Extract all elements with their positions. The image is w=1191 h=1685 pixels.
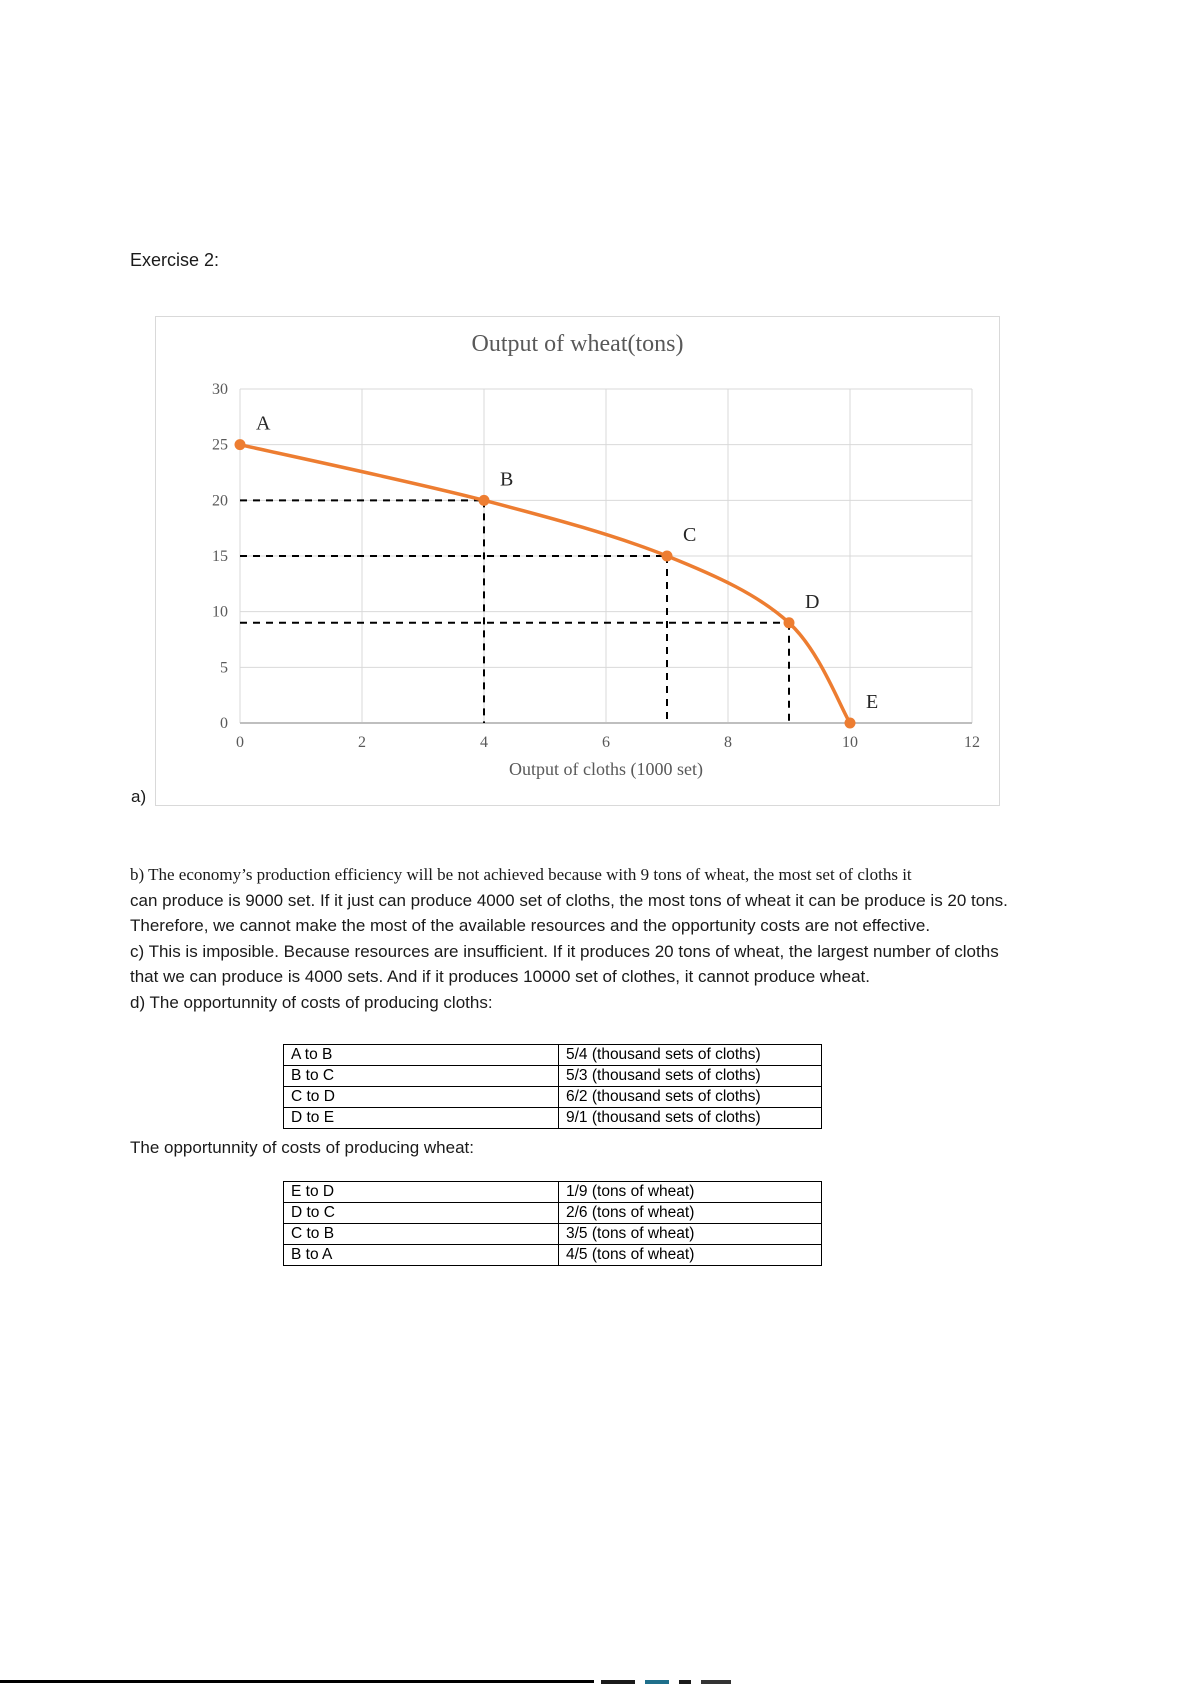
table-row: B to C 5/3 (thousand sets of cloths)	[283, 1065, 822, 1087]
svg-text:0: 0	[220, 715, 228, 732]
svg-text:E: E	[866, 691, 878, 713]
table-row: C to D 6/2 (thousand sets of cloths)	[283, 1086, 822, 1108]
move-cell: E to D	[283, 1181, 559, 1203]
answers-text: b) The economy’s production efficiency w…	[130, 862, 1008, 1016]
table-row: B to A 4/5 (tons of wheat)	[283, 1244, 822, 1266]
text-fragment	[601, 1680, 635, 1684]
answer-b-line2: can produce is 9000 set. If it just can …	[130, 890, 1008, 910]
ppf-chart: Output of wheat(tons) A B C D E 0 5 10 15 20 25 30 0…	[155, 316, 1000, 806]
answer-d-line: d) The opportunnity of costs of producin…	[130, 992, 493, 1012]
svg-text:0: 0	[236, 734, 244, 751]
cost-cell: 4/5 (tons of wheat)	[558, 1244, 822, 1266]
move-cell: C to D	[283, 1086, 559, 1108]
svg-text:2: 2	[358, 734, 366, 751]
chart-canvas: A B C D E 0 5 10 15 20 25 30 0 2 4 6 8 10 12 Output of clot…	[212, 381, 980, 780]
exercise-heading: Exercise 2:	[130, 250, 220, 270]
answer-wheat-intro: The opportunnity of costs of producing w…	[130, 1138, 474, 1157]
svg-text:10: 10	[842, 734, 858, 751]
svg-text:25: 25	[212, 437, 228, 454]
cost-cell: 2/6 (tons of wheat)	[558, 1202, 822, 1224]
cost-cell: 5/4 (thousand sets of cloths)	[558, 1044, 822, 1066]
svg-text:D: D	[805, 591, 819, 613]
svg-text:C: C	[683, 524, 696, 546]
table-row: D to E 9/1 (thousand sets of cloths)	[283, 1107, 822, 1129]
move-cell: D to C	[283, 1202, 559, 1224]
table-row: A to B 5/4 (thousand sets of cloths)	[283, 1044, 822, 1066]
svg-text:5: 5	[220, 659, 228, 676]
answer-b-line3: Therefore, we cannot make the most of th…	[130, 916, 931, 936]
cost-cell: 9/1 (thousand sets of cloths)	[558, 1107, 822, 1129]
cost-cell: 3/5 (tons of wheat)	[558, 1223, 822, 1245]
opportunity-cost-wheat-table: E to D 1/9 (tons of wheat) D to C 2/6 (t…	[283, 1181, 822, 1266]
svg-text:A: A	[256, 413, 271, 435]
opportunity-cost-cloths-table: A to B 5/4 (thousand sets of cloths) B t…	[283, 1044, 822, 1129]
answer-c-line2: that we can produce is 4000 sets. And if…	[130, 967, 870, 987]
text-fragment	[645, 1680, 669, 1684]
svg-text:8: 8	[724, 734, 732, 751]
svg-text:12: 12	[964, 734, 980, 751]
svg-text:10: 10	[212, 604, 228, 621]
svg-text:Output of cloths (1000 set): Output of cloths (1000 set)	[509, 759, 703, 780]
answer-a-label: a)	[131, 787, 147, 806]
footer-rule	[0, 1680, 594, 1683]
move-cell: A to B	[283, 1044, 559, 1066]
cost-cell: 1/9 (tons of wheat)	[558, 1181, 822, 1203]
answer-c-line1: c) This is imposible. Because resources …	[130, 941, 999, 961]
svg-text:4: 4	[480, 734, 488, 751]
svg-text:6: 6	[602, 734, 610, 751]
cost-cell: 5/3 (thousand sets of cloths)	[558, 1065, 822, 1087]
chart-title: Output of wheat(tons)	[471, 331, 684, 357]
move-cell: B to A	[283, 1244, 559, 1266]
svg-text:B: B	[500, 468, 513, 490]
table-row: E to D 1/9 (tons of wheat)	[283, 1181, 822, 1203]
text-fragment	[701, 1680, 731, 1684]
move-cell: B to C	[283, 1065, 559, 1087]
table-row: C to B 3/5 (tons of wheat)	[283, 1223, 822, 1245]
svg-text:20: 20	[212, 492, 228, 509]
move-cell: C to B	[283, 1223, 559, 1245]
svg-text:30: 30	[212, 381, 228, 398]
svg-text:15: 15	[212, 548, 228, 565]
answer-b-line1: b) The economy’s production efficiency w…	[130, 865, 912, 884]
cost-cell: 6/2 (thousand sets of cloths)	[558, 1086, 822, 1108]
cutoff-footer-text	[601, 1680, 731, 1684]
move-cell: D to E	[283, 1107, 559, 1129]
text-fragment	[679, 1680, 691, 1684]
table-row: D to C 2/6 (tons of wheat)	[283, 1202, 822, 1224]
